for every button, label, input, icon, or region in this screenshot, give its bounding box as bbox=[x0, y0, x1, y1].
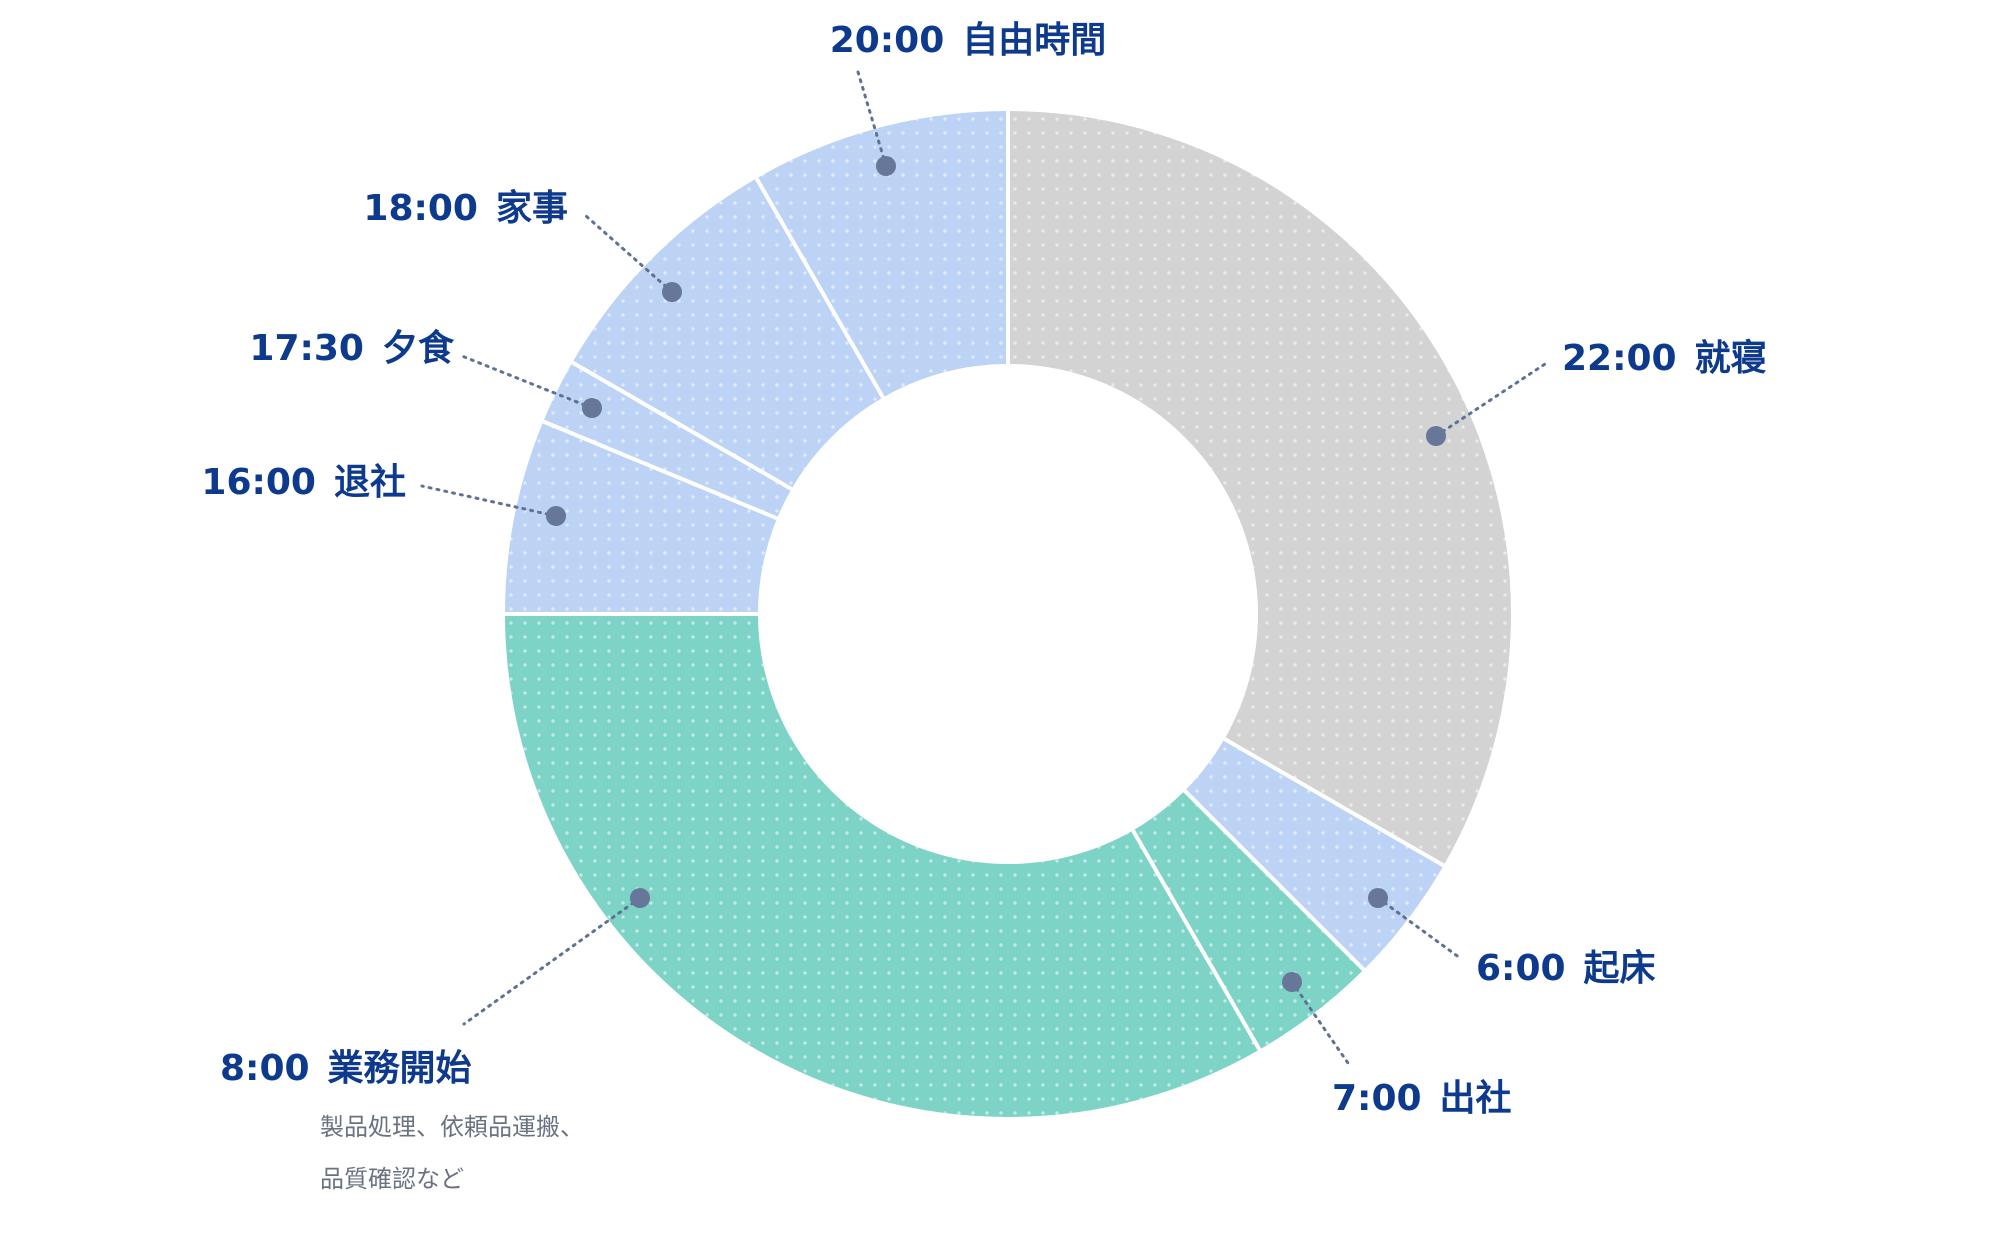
leader-dot-4 bbox=[546, 506, 566, 526]
slice-dots-6 bbox=[572, 178, 883, 489]
leader-line-4 bbox=[420, 484, 558, 518]
leader-dot-2 bbox=[1282, 972, 1302, 992]
segment-time-6: 18:00 bbox=[363, 188, 478, 229]
leader-lines bbox=[420, 70, 1550, 1068]
slice-4 bbox=[505, 421, 778, 614]
leader-dot-6 bbox=[662, 282, 682, 302]
segment-activity-5: 夕食 bbox=[382, 328, 455, 369]
segment-label-4: 16:00 退社 bbox=[201, 462, 406, 503]
slice-dots-2 bbox=[1133, 790, 1364, 1050]
segment-time-2: 7:00 bbox=[1332, 1078, 1422, 1119]
segment-activity-4: 退社 bbox=[334, 462, 406, 503]
leader-line-6 bbox=[584, 214, 674, 294]
slice-0 bbox=[1008, 111, 1511, 866]
segment-label-7: 20:00 自由時間 bbox=[830, 20, 1107, 61]
segment-time-0: 22:00 bbox=[1562, 338, 1677, 379]
segment-time-5: 17:30 bbox=[249, 328, 364, 369]
slice-separator-7 bbox=[754, 177, 885, 399]
slice-7 bbox=[756, 111, 1008, 398]
segment-labels: 22:00 就寝 6:00 起床 7:00 出社 8:00 業務開始製品処理、依頼品運搬、品質… bbox=[201, 20, 1766, 1193]
slice-separator-6 bbox=[571, 360, 793, 491]
segment-activity-7: 自由時間 bbox=[962, 20, 1106, 61]
segment-label-5: 17:30 夕食 bbox=[249, 328, 455, 369]
donut-slices bbox=[505, 111, 1511, 1117]
slice-3 bbox=[505, 614, 1260, 1117]
leader-line-3 bbox=[462, 896, 642, 1026]
leader-line-7 bbox=[856, 70, 888, 168]
slice-separator-1 bbox=[1223, 737, 1445, 868]
slice-separator-2 bbox=[1183, 789, 1366, 972]
segment-note-3-0: 製品処理、依頼品運搬、 bbox=[320, 1113, 584, 1141]
segment-time-1: 6:00 bbox=[1476, 948, 1566, 989]
segment-activity-2: 出社 bbox=[1440, 1078, 1512, 1119]
segment-activity-6: 家事 bbox=[496, 188, 568, 229]
slice-2 bbox=[1133, 790, 1364, 1050]
slice-dots-3 bbox=[505, 614, 1260, 1117]
slice-dots-1 bbox=[1184, 739, 1444, 970]
slice-separator-3 bbox=[1131, 829, 1262, 1051]
leader-dot-1 bbox=[1368, 888, 1388, 908]
segment-label-1: 6:00 起床 bbox=[1476, 948, 1656, 989]
segment-label-0: 22:00 就寝 bbox=[1562, 337, 1767, 379]
segment-time-4: 16:00 bbox=[201, 462, 316, 503]
slice-dots-4 bbox=[505, 421, 778, 614]
slice-5 bbox=[543, 362, 792, 519]
slice-dots-7 bbox=[756, 111, 1008, 398]
slice-1 bbox=[1184, 739, 1444, 970]
leader-dot-3 bbox=[630, 888, 650, 908]
leader-line-5 bbox=[460, 354, 594, 410]
segment-activity-0: 就寝 bbox=[1695, 337, 1767, 379]
segment-label-3: 8:00 業務開始 bbox=[220, 1048, 472, 1089]
segment-label-2: 7:00 出社 bbox=[1332, 1078, 1512, 1119]
segment-label-6: 18:00 家事 bbox=[363, 188, 568, 229]
slice-dots-0 bbox=[1008, 111, 1511, 866]
slice-separator-5 bbox=[542, 419, 778, 521]
leader-line-0 bbox=[1434, 360, 1550, 438]
leader-line-2 bbox=[1290, 980, 1352, 1068]
segment-time-3: 8:00 bbox=[220, 1048, 310, 1089]
segment-activity-3: 業務開始 bbox=[328, 1048, 472, 1089]
segment-note-3-1: 品質確認など bbox=[320, 1165, 464, 1193]
leader-dot-5 bbox=[582, 398, 602, 418]
leader-line-1 bbox=[1376, 896, 1462, 960]
leader-dot-7 bbox=[876, 156, 896, 176]
slice-6 bbox=[572, 178, 883, 489]
leader-dot-0 bbox=[1426, 426, 1446, 446]
slice-dots-5 bbox=[543, 362, 792, 519]
segment-activity-1: 起床 bbox=[1584, 948, 1656, 989]
segment-time-7: 20:00 bbox=[830, 20, 945, 61]
